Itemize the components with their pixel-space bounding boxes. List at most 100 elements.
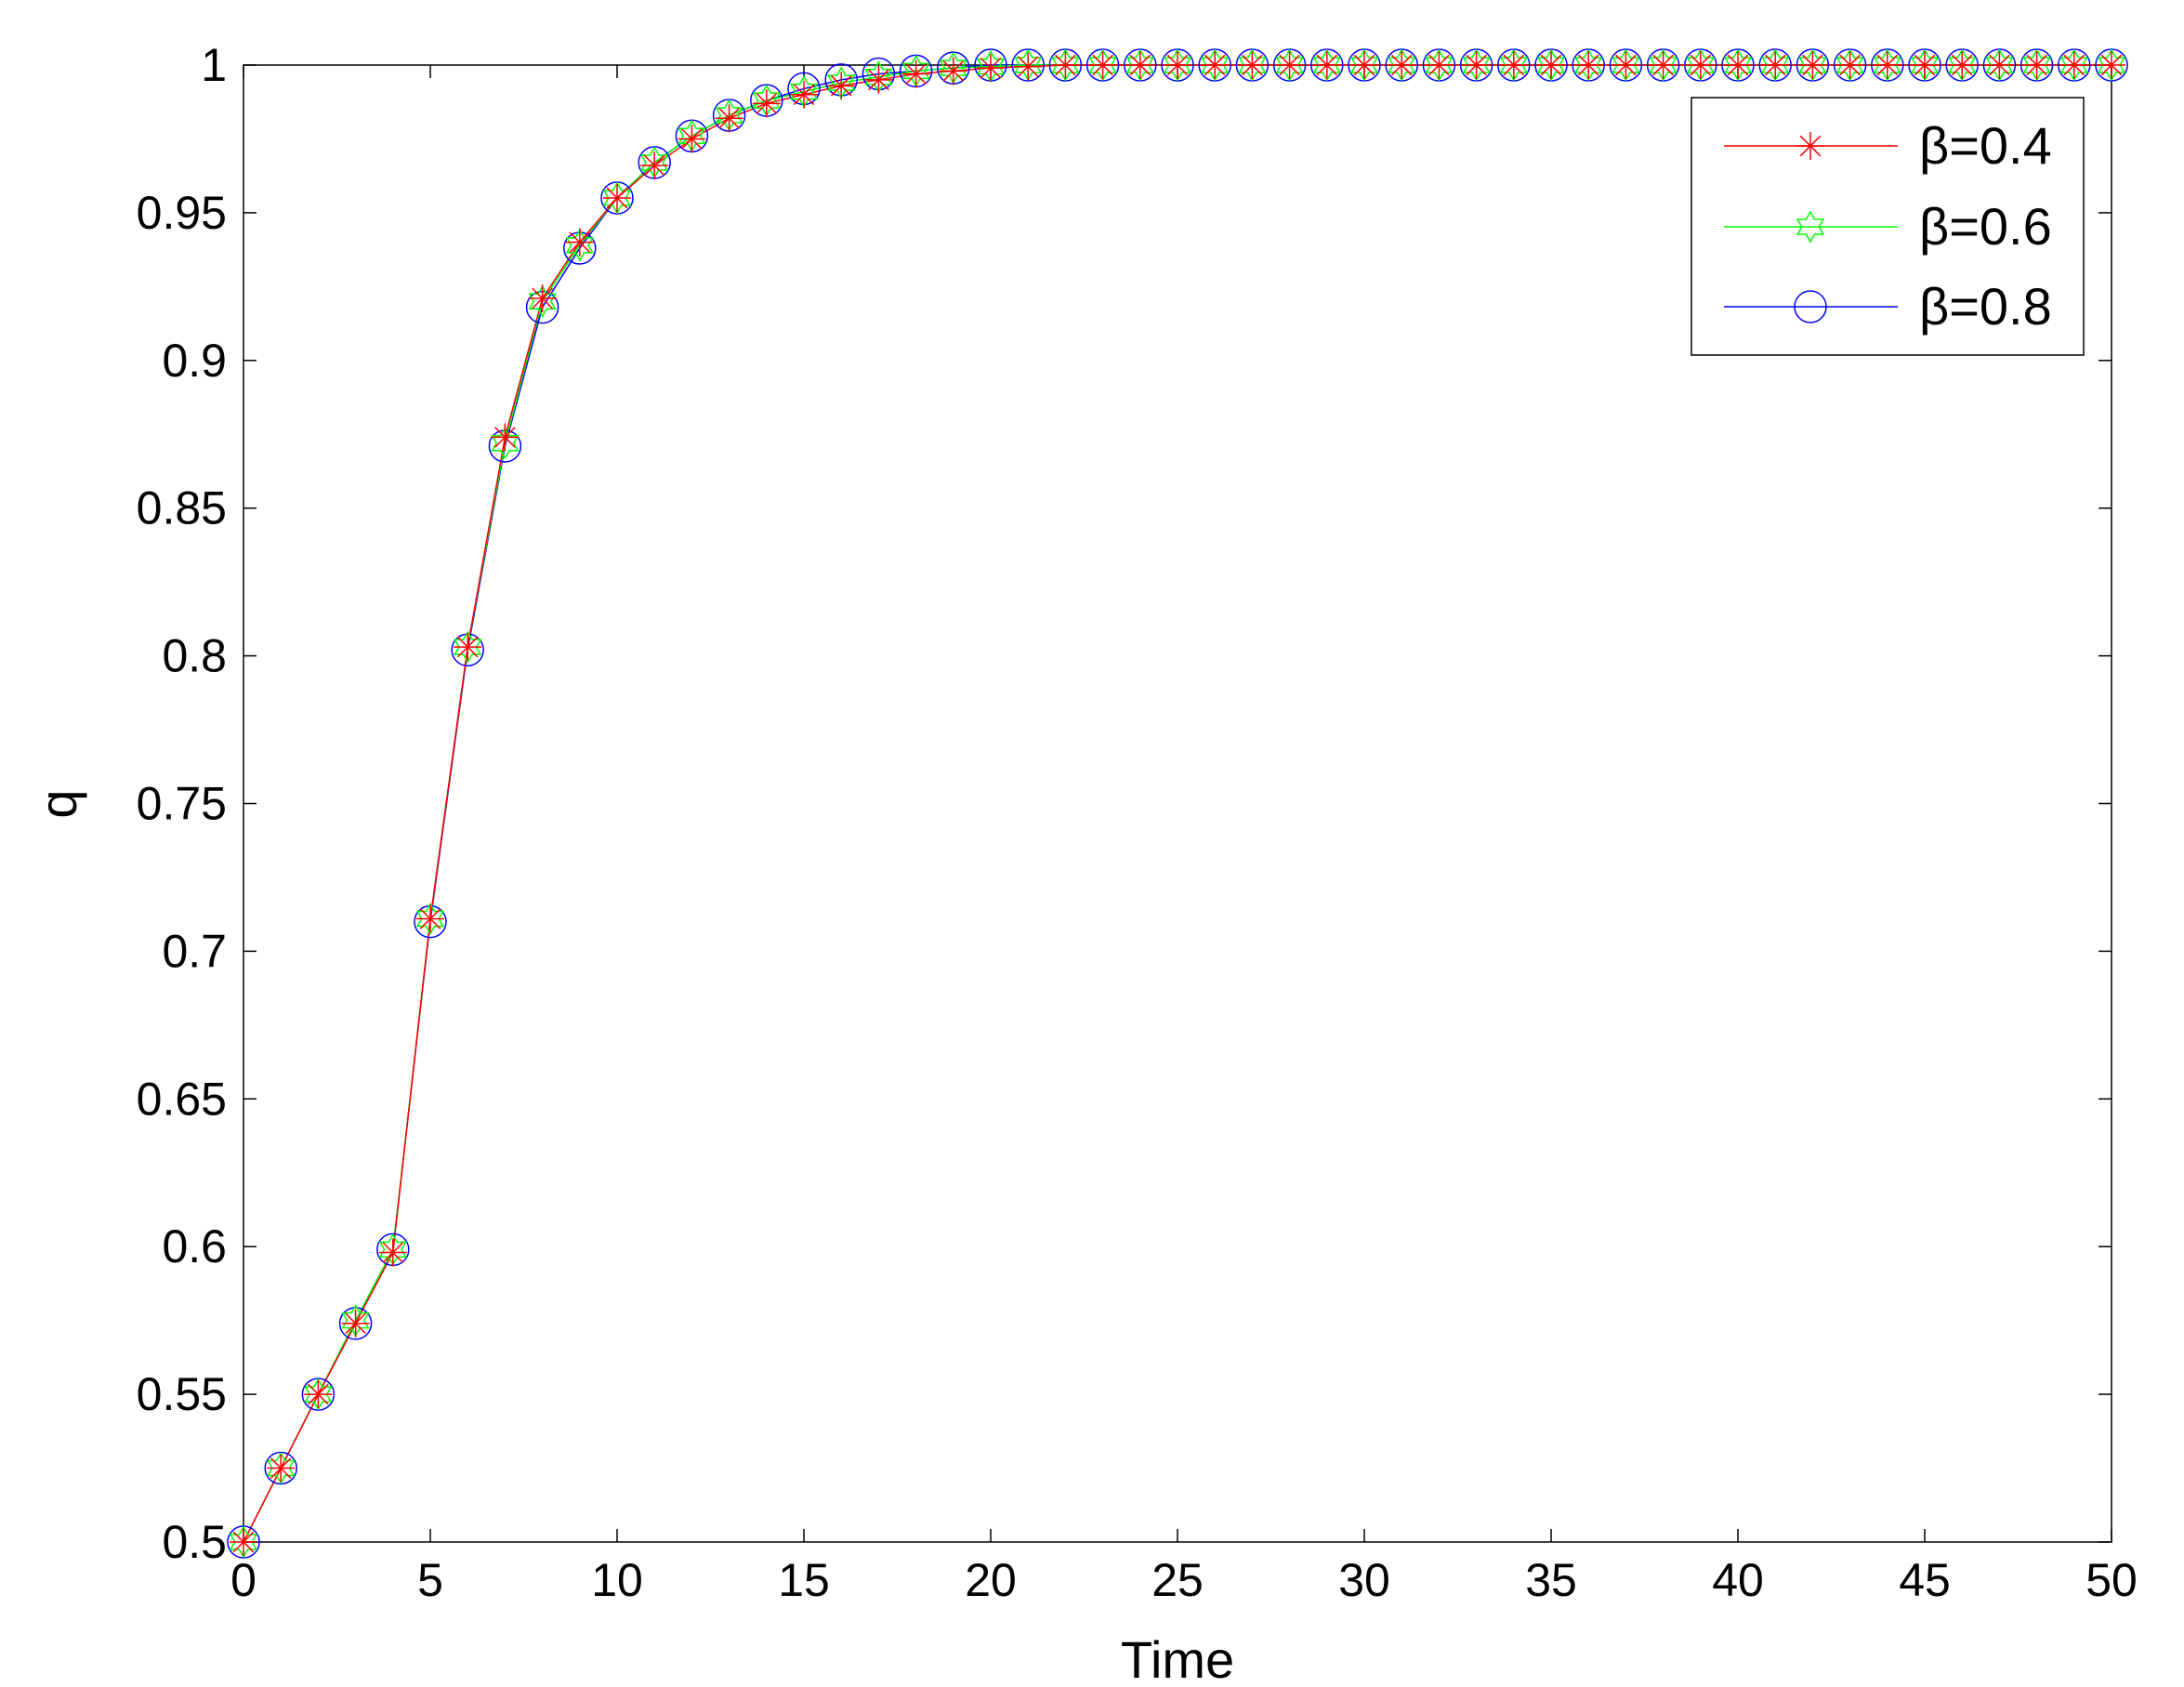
- data-point: [1462, 51, 1491, 79]
- y-tick-label: 0.7: [162, 925, 227, 977]
- y-axis-title: q: [29, 789, 87, 818]
- data-point: [1350, 51, 1378, 79]
- data-point: [1649, 51, 1677, 79]
- data-point: [565, 228, 594, 257]
- data-point: [2059, 51, 2088, 79]
- y-tick-label: 0.6: [162, 1220, 227, 1272]
- data-point: [1537, 51, 1565, 79]
- data-point: [304, 1377, 333, 1411]
- data-point: [2022, 48, 2051, 82]
- x-tick-label: 0: [230, 1554, 257, 1606]
- x-tick-label: 50: [2085, 1554, 2138, 1606]
- data-point: [1164, 51, 1191, 79]
- data-point: [1911, 51, 1939, 79]
- data-point: [267, 1454, 296, 1483]
- x-tick-label: 5: [417, 1554, 443, 1606]
- data-point: [341, 1309, 370, 1338]
- x-axis-title: Time: [1121, 1630, 1234, 1687]
- data-point: [1349, 48, 1379, 82]
- data-point: [1985, 48, 2014, 82]
- data-point: [640, 152, 669, 180]
- y-tick-label: 0.95: [137, 187, 227, 239]
- x-tick-label: 45: [1899, 1554, 1951, 1606]
- y-tick-label: 0.55: [137, 1368, 227, 1420]
- data-point: [230, 1528, 257, 1556]
- data-point: [1873, 51, 1901, 79]
- series-markers-asterisk: [230, 51, 2125, 1556]
- data-point: [565, 229, 594, 262]
- data-point: [1686, 51, 1715, 79]
- data-point: [1948, 48, 1977, 82]
- data-point: [864, 65, 893, 94]
- data-point: [790, 80, 818, 109]
- data-point: [267, 1452, 296, 1485]
- data-point: [229, 1525, 258, 1559]
- data-point: [1201, 51, 1230, 79]
- y-tick-label: 0.85: [137, 482, 227, 534]
- y-tick-label: 0.5: [162, 1516, 227, 1568]
- data-point: [1723, 48, 1753, 82]
- data-point: [977, 54, 1005, 83]
- data-point: [416, 904, 444, 933]
- legend-entry: β=0.6: [1724, 197, 2052, 256]
- legend-label: β=0.8: [1919, 277, 2052, 336]
- x-tick-label: 30: [1338, 1554, 1390, 1606]
- y-tick-label: 0.75: [137, 778, 227, 830]
- data-point: [1612, 48, 1640, 82]
- data-point: [1163, 48, 1192, 82]
- legend-entry: β=0.4: [1724, 116, 2052, 175]
- data-point: [1275, 51, 1304, 79]
- data-point: [1499, 48, 1528, 82]
- series-layer: [227, 48, 2128, 1559]
- data-point: [415, 902, 445, 935]
- legend-label: β=0.4: [1919, 116, 2052, 175]
- x-tick-label: 35: [1525, 1554, 1577, 1606]
- data-point: [1425, 51, 1454, 79]
- data-point: [1051, 51, 1080, 79]
- data-point: [1574, 48, 1603, 82]
- data-point: [1312, 48, 1341, 82]
- y-tick-label: 0.9: [162, 335, 227, 387]
- data-point: [1873, 48, 1901, 82]
- data-point: [1125, 48, 1154, 82]
- data-point: [1835, 48, 1864, 82]
- data-point: [1985, 51, 2014, 79]
- data-point: [715, 104, 743, 133]
- data-point: [1798, 51, 1827, 79]
- data-point: [1388, 48, 1416, 82]
- data-point: [304, 1380, 333, 1409]
- data-point: [678, 125, 706, 153]
- data-point: [1238, 48, 1267, 82]
- data-point: [1462, 48, 1491, 82]
- data-point: [827, 72, 856, 100]
- data-point: [1051, 48, 1080, 82]
- data-point: [1088, 51, 1117, 79]
- data-point: [1388, 51, 1416, 79]
- x-tick-label: 25: [1151, 1554, 1204, 1606]
- data-point: [1761, 51, 1790, 79]
- x-tick-label: 10: [591, 1554, 643, 1606]
- legend-entry: β=0.8: [1724, 277, 2052, 336]
- data-point: [528, 284, 557, 313]
- data-point: [1014, 52, 1043, 81]
- data-point: [491, 423, 520, 452]
- x-tick-label: 40: [1712, 1554, 1764, 1606]
- data-point: [1088, 48, 1117, 82]
- data-point: [1275, 48, 1304, 82]
- data-point: [491, 427, 520, 460]
- data-point: [1686, 48, 1715, 82]
- data-point: [901, 59, 930, 88]
- y-tick-label: 0.8: [162, 630, 227, 682]
- data-point: [2059, 48, 2088, 82]
- data-point: [454, 630, 482, 664]
- data-point: [602, 181, 632, 215]
- data-point: [1724, 51, 1752, 79]
- data-point: [1536, 48, 1566, 82]
- data-point: [528, 284, 557, 318]
- legend-label: β=0.6: [1919, 197, 2052, 256]
- data-point: [1910, 48, 1940, 82]
- data-point: [1761, 48, 1790, 82]
- data-point: [378, 1238, 407, 1267]
- data-point: [1835, 51, 1864, 79]
